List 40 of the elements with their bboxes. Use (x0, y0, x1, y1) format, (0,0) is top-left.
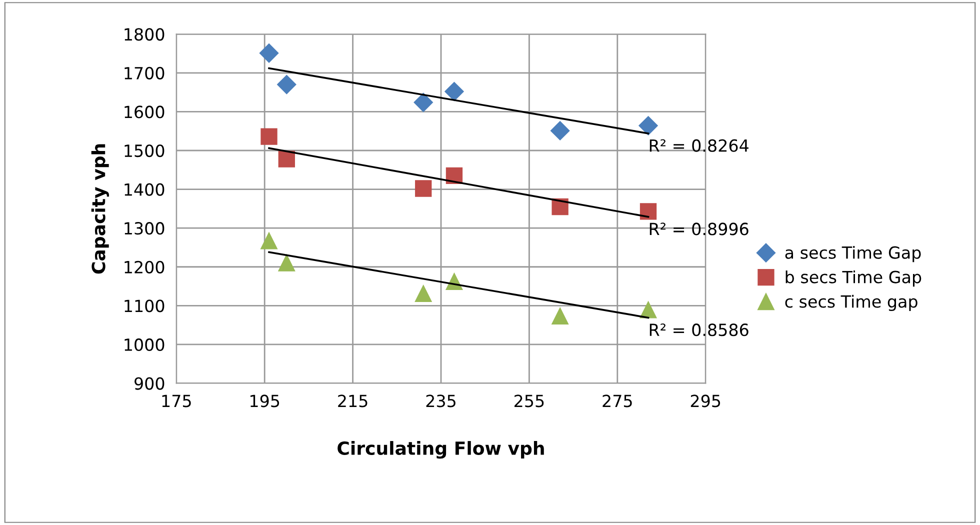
x-axis-title: Circulating Flow vph (338, 441, 544, 459)
legend-label: a secs Time Gap (785, 246, 921, 262)
point (638, 116, 658, 136)
y-axis-title: Capacity vph (91, 144, 109, 274)
annotation: R² = 0.8264 (650, 139, 748, 152)
point (415, 285, 432, 302)
x-tick-label: 275 (602, 394, 632, 408)
point (640, 203, 657, 220)
y-tick-label: 1800 (124, 28, 164, 41)
y-tick-label: 1200 (124, 260, 164, 274)
y-tick-label: 1600 (124, 106, 164, 118)
x-tick-label: 255 (514, 394, 544, 408)
y-tick-label: 1100 (124, 300, 164, 312)
point (259, 44, 279, 63)
point (640, 302, 657, 318)
legend-label: c secs Time gap (785, 294, 918, 312)
point (414, 92, 433, 112)
x-tick-label: 235 (426, 394, 456, 408)
x-tick-label: 195 (250, 394, 280, 408)
y-tick-label: 900 (134, 377, 164, 390)
y-tick-label: 1700 (124, 66, 164, 80)
annotation: R² = 0.8586 (650, 324, 748, 336)
x-tick-label: 295 (690, 394, 720, 408)
point (444, 82, 464, 102)
y-tick-label: 1500 (124, 144, 164, 158)
point (550, 121, 570, 140)
point (260, 232, 278, 250)
y-tick-label: 1000 (124, 338, 164, 352)
x-tick-label: 175 (162, 394, 191, 408)
annotation: R² = 0.8996 (650, 222, 748, 236)
point (415, 180, 432, 197)
point (552, 308, 568, 324)
y-tick-label: 1300 (124, 222, 164, 235)
y-tick-label: 1400 (124, 183, 164, 196)
point (260, 128, 278, 145)
point (278, 254, 295, 272)
legend-label: b secs Time Gap (786, 270, 922, 287)
point (278, 150, 295, 168)
x-tick-label: 215 (338, 394, 368, 408)
point (277, 75, 296, 94)
